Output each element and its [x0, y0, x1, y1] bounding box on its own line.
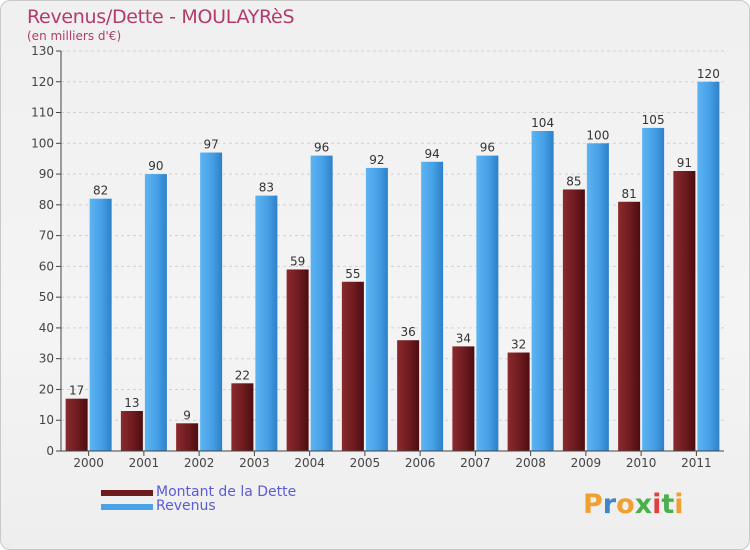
x-tick-label: 2005: [350, 456, 381, 470]
data-label-debt: 9: [183, 408, 191, 422]
axes: 0 10 20 30 40 50 60 70 80 90 100 110 120 130 2000 2001 2…: [31, 44, 724, 470]
chart-title: Revenus/Dette - MOULAYRèS: [27, 6, 295, 28]
y-tick-label: 20: [39, 382, 54, 396]
bar-revenus: [586, 143, 609, 452]
y-tick-label: 10: [39, 413, 54, 427]
bar-debt: [120, 411, 143, 451]
bar-revenus: [531, 131, 554, 451]
x-tick-label: 2004: [294, 456, 325, 470]
chart-subtitle: (en milliers d'€): [27, 29, 122, 43]
data-label-debt: 13: [124, 396, 139, 410]
bar-revenus: [310, 155, 333, 451]
bar-revenus: [476, 155, 499, 451]
data-label-debt: 22: [235, 368, 250, 382]
bar-revenus: [421, 161, 444, 451]
data-label-debt: 85: [566, 174, 581, 188]
logo-letter: i: [674, 489, 684, 520]
bar-revenus: [89, 198, 112, 451]
y-tick-label: 60: [39, 259, 54, 273]
legend-label-revenus: Revenus: [156, 498, 216, 514]
bar-revenus: [697, 81, 720, 452]
y-tick-label: 40: [39, 321, 54, 335]
data-label-revenus: 82: [93, 184, 108, 198]
data-label-revenus: 97: [203, 138, 218, 152]
proxiti-logo: Proxiti: [583, 489, 684, 520]
bar-debt: [562, 189, 585, 451]
bar-debt: [507, 352, 530, 451]
bar-revenus: [642, 127, 665, 451]
x-tick-label: 2003: [239, 456, 270, 470]
data-label-revenus: 96: [480, 141, 495, 155]
x-tick-label: 2010: [626, 456, 657, 470]
legend-label-debt: Montant de la Dette: [156, 484, 297, 500]
data-label-revenus: 94: [424, 147, 439, 161]
data-label-debt: 59: [290, 254, 305, 268]
y-tick-label: 50: [39, 290, 54, 304]
x-tick-label: 2011: [681, 456, 712, 470]
bars: [65, 81, 720, 452]
bar-debt: [286, 269, 309, 451]
bar-revenus: [200, 152, 223, 452]
y-tick-label: 90: [39, 167, 54, 181]
grid: [61, 50, 724, 421]
data-label-revenus: 92: [369, 153, 384, 167]
bar-debt: [452, 346, 475, 451]
bar-debt: [176, 423, 199, 451]
data-label-debt: 91: [677, 156, 692, 170]
x-tick-label: 2000: [73, 456, 104, 470]
data-label-revenus: 83: [259, 181, 274, 195]
x-tick-label: 2006: [405, 456, 436, 470]
logo-letter: t: [661, 489, 675, 520]
data-label-debt: 17: [69, 384, 84, 398]
y-tick-label: 70: [39, 229, 54, 243]
bar-debt: [65, 398, 88, 451]
bar-debt: [673, 171, 696, 451]
data-label-revenus: 100: [586, 128, 609, 142]
data-label-revenus: 120: [697, 67, 720, 81]
x-tick-label: 2002: [184, 456, 215, 470]
x-tick-label: 2007: [460, 456, 491, 470]
y-tick-label: 0: [46, 444, 54, 458]
legend-swatch-debt: [101, 490, 153, 496]
bar-debt: [397, 340, 420, 451]
data-labels: 17 82 13 90 9 97 22 83 59 96 55 92 36 94 34 96 32 104 85 10…: [69, 67, 720, 423]
data-label-revenus: 104: [531, 116, 554, 130]
data-label-debt: 81: [621, 187, 636, 201]
logo-letter: i: [652, 489, 662, 520]
y-tick-label: 30: [39, 352, 54, 366]
y-tick-label: 110: [31, 106, 54, 120]
data-label-revenus: 105: [642, 113, 665, 127]
logo-letter: P: [583, 489, 603, 520]
data-label-revenus: 96: [314, 141, 329, 155]
data-label-debt: 36: [400, 325, 415, 339]
x-tick-label: 2009: [571, 456, 602, 470]
bar-debt: [231, 383, 254, 451]
y-tick-label: 80: [39, 198, 54, 212]
y-tick-label: 100: [31, 136, 54, 150]
logo-letter: x: [634, 489, 653, 520]
data-label-revenus: 90: [148, 159, 163, 173]
data-label-debt: 34: [456, 331, 471, 345]
x-tick-label: 2008: [515, 456, 546, 470]
y-tick-label: 130: [31, 44, 54, 58]
legend-swatch-revenus: [101, 504, 153, 510]
bar-debt: [341, 281, 364, 451]
logo-letter: r: [602, 489, 617, 520]
bar-debt: [618, 201, 641, 451]
x-tick-label: 2001: [129, 456, 160, 470]
bar-revenus: [144, 174, 167, 452]
logo-letter: o: [616, 489, 635, 520]
data-label-debt: 32: [511, 338, 526, 352]
bar-revenus: [255, 195, 278, 451]
y-tick-label: 120: [31, 75, 54, 89]
bar-revenus: [365, 167, 388, 451]
data-label-debt: 55: [345, 267, 360, 281]
